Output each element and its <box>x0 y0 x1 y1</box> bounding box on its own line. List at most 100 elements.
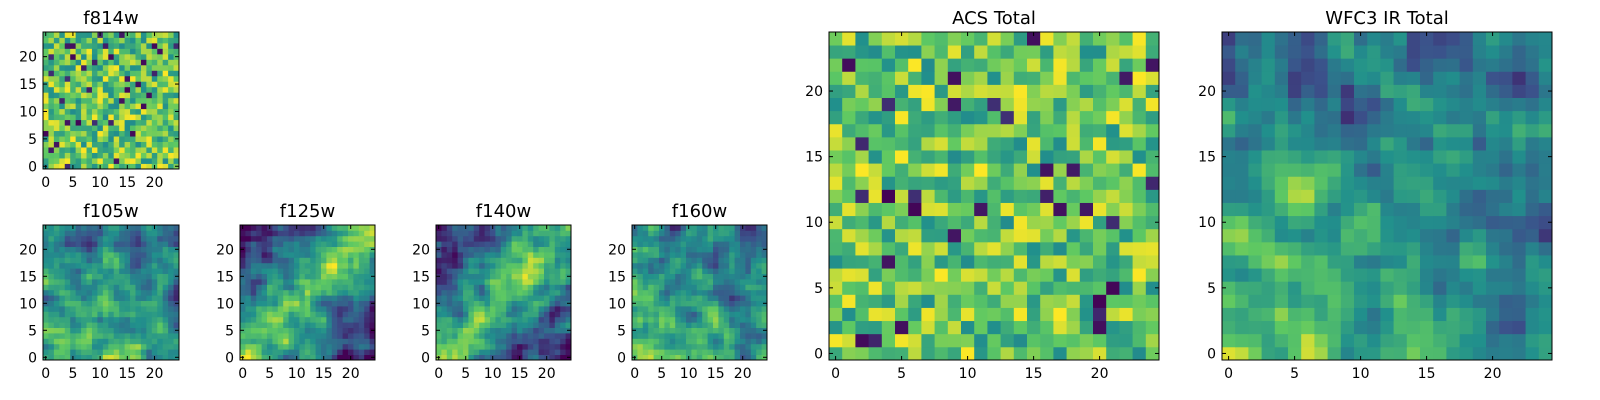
heatmap-cell <box>1288 281 1302 295</box>
heatmap-cell <box>288 262 295 269</box>
heatmap-cell <box>304 284 311 291</box>
heatmap-cell <box>304 311 311 318</box>
heatmap-cell <box>517 268 523 274</box>
heatmap-cell <box>1525 110 1540 125</box>
heatmap-cell <box>934 150 949 164</box>
heatmap-cell <box>538 338 545 345</box>
heatmap-cell <box>86 230 93 237</box>
heatmap-cell <box>1499 58 1513 72</box>
heatmap-cell <box>829 123 843 138</box>
heatmap-cell <box>745 279 752 285</box>
heatmap-cell <box>1314 307 1328 322</box>
heatmap-cell <box>113 119 120 126</box>
heatmap-cell <box>272 262 279 269</box>
heatmap-cell <box>829 150 843 164</box>
heatmap-cell <box>702 311 708 318</box>
heatmap-cell <box>1354 45 1368 59</box>
heatmap-cell <box>495 311 502 318</box>
heatmap-cell <box>1393 45 1408 59</box>
heatmap-cell <box>718 322 725 328</box>
heatmap-cell <box>59 252 66 258</box>
heatmap-cell <box>119 158 125 164</box>
heatmap-cell <box>256 311 262 318</box>
heatmap-cell <box>102 152 109 159</box>
heatmap-cell <box>1538 84 1553 98</box>
heatmap-cell <box>108 163 115 170</box>
heatmap-cell <box>151 230 158 237</box>
heatmap-cell <box>326 327 333 334</box>
heatmap-cell <box>102 125 109 132</box>
heatmap-cell <box>527 235 534 242</box>
heatmap-cell <box>272 322 279 328</box>
heatmap-cell <box>97 92 104 99</box>
heatmap-cell <box>250 262 257 269</box>
heatmap-cell <box>500 311 507 318</box>
heatmap-cell <box>119 225 125 231</box>
heatmap-cell <box>288 354 295 361</box>
heatmap-cell <box>1327 228 1342 243</box>
heatmap-cell <box>75 125 82 132</box>
heatmap-cell <box>947 84 962 98</box>
heatmap-cell <box>326 257 333 264</box>
heatmap-cell <box>331 322 338 328</box>
heatmap-cell <box>140 119 147 126</box>
heatmap-cell <box>533 273 539 280</box>
heatmap-cell <box>1367 228 1381 243</box>
heatmap-cell <box>544 289 550 296</box>
heatmap-cell <box>740 327 746 334</box>
heatmap-cell <box>267 349 273 355</box>
heatmap-cell <box>1261 150 1276 164</box>
heatmap-cell <box>713 295 719 301</box>
heatmap-cell <box>277 354 284 361</box>
heatmap-cell <box>947 346 962 361</box>
heatmap-cell <box>102 53 109 60</box>
heatmap-cell <box>675 225 681 231</box>
heatmap-cell <box>146 37 153 44</box>
heatmap-cell <box>157 235 164 242</box>
heatmap-cell <box>53 316 60 323</box>
heatmap-cell <box>511 225 518 231</box>
heatmap-cell <box>1446 71 1460 85</box>
heatmap-cell <box>348 322 354 328</box>
heatmap-cell <box>43 92 49 99</box>
heatmap-cell <box>506 295 512 301</box>
heatmap-cell <box>162 273 169 280</box>
heatmap-cell <box>1340 333 1355 348</box>
heatmap-cell <box>108 130 115 137</box>
heatmap-cell <box>130 257 136 264</box>
heatmap-cell <box>908 189 922 203</box>
heatmap-cell <box>1327 307 1342 322</box>
heatmap-cell <box>1288 241 1302 256</box>
heatmap-cell <box>756 343 762 350</box>
heatmap-cell <box>331 225 338 231</box>
heatmap-cell <box>729 295 735 301</box>
heatmap-cell <box>53 163 60 170</box>
heatmap-cell <box>81 48 87 55</box>
heatmap-cell <box>1499 176 1513 190</box>
heatmap-cell <box>500 306 507 312</box>
heatmap-cell <box>91 48 98 55</box>
heatmap-cell <box>364 322 370 328</box>
heatmap-cell <box>245 252 252 258</box>
heatmap-cell <box>130 333 136 339</box>
x-tick-label: 15 <box>118 366 136 382</box>
heatmap-cell <box>81 130 87 137</box>
heatmap-cell <box>43 268 49 274</box>
heatmap-cell <box>842 215 856 230</box>
heatmap-cell <box>64 268 71 274</box>
heatmap-cell <box>829 333 843 348</box>
heatmap-cell <box>288 241 295 247</box>
heatmap-cell <box>740 268 746 274</box>
heatmap-cell <box>554 354 561 361</box>
heatmap-cell <box>272 306 279 312</box>
heatmap-cell <box>745 354 752 361</box>
heatmap-cell <box>1380 228 1394 243</box>
heatmap-cell <box>533 338 539 345</box>
heatmap-cell <box>1525 307 1540 322</box>
heatmap-cell <box>1145 241 1160 256</box>
heatmap-cell <box>934 32 949 46</box>
heatmap-cell <box>146 246 153 253</box>
heatmap-cell <box>267 306 273 312</box>
heatmap-cell <box>648 322 654 328</box>
